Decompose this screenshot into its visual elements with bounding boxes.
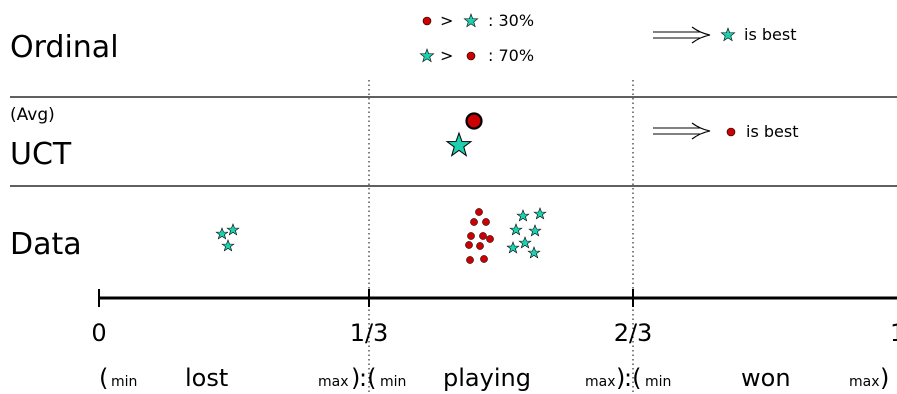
interval-min: min xyxy=(380,374,406,390)
interval-name: lost xyxy=(185,364,228,392)
circle-data-point xyxy=(479,232,487,240)
row-label-uct: UCT xyxy=(10,137,72,172)
star-data-point xyxy=(506,241,520,254)
star-data-point xyxy=(226,223,240,236)
interval-name: playing xyxy=(443,364,531,392)
star-data-point xyxy=(528,224,542,237)
interval-lost: ( min lost max ) xyxy=(99,364,360,392)
uct-conclusion: is best xyxy=(653,122,798,141)
implies-arrow-icon xyxy=(653,122,711,140)
interval-close: ) xyxy=(351,364,360,392)
star-data-point xyxy=(221,239,235,252)
interval-max: max xyxy=(849,374,880,390)
interval-max: max xyxy=(318,374,349,390)
circle-marker-icon xyxy=(466,51,476,61)
star-data-point xyxy=(518,236,532,249)
ordinal-comparison-1: > : 30% xyxy=(422,11,534,30)
circle-data-point xyxy=(475,208,483,216)
axis-tick-label: 2/3 xyxy=(614,319,653,347)
interval-max: max xyxy=(585,374,616,390)
comparison-percent: : 70% xyxy=(488,46,534,65)
axis-tick-label: 1 xyxy=(890,319,897,347)
row-label-data: Data xyxy=(10,227,82,262)
comparison-percent: : 30% xyxy=(488,11,534,30)
uct-circle-average-marker xyxy=(465,112,483,130)
star-data-point xyxy=(527,246,541,259)
uct-star-average-marker xyxy=(445,131,473,157)
row-label-ordinal: Ordinal xyxy=(10,30,119,65)
circle-data-point xyxy=(486,235,494,243)
circle-marker-icon xyxy=(422,16,432,26)
star-marker-icon xyxy=(419,48,435,63)
data-stars-lost xyxy=(215,223,240,252)
star-data-point xyxy=(516,209,530,222)
circle-data-point xyxy=(465,241,473,249)
row-sublabel-avg: (Avg) xyxy=(10,105,55,125)
circle-data-point xyxy=(482,218,490,226)
interval-playing: :( min playing max ) xyxy=(359,364,625,392)
star-data-point xyxy=(533,207,547,220)
ordinal-comparison-2: > : 70% xyxy=(419,46,534,65)
circle-data-point xyxy=(467,232,475,240)
interval-won: :( min won max ) xyxy=(624,364,889,392)
star-marker-icon xyxy=(463,13,479,28)
interval-name: won xyxy=(741,364,791,392)
interval-min: min xyxy=(111,374,137,390)
interval-min: min xyxy=(645,374,671,390)
interval-open: :( xyxy=(624,364,641,392)
interval-open: ( xyxy=(99,364,108,392)
circle-data-point xyxy=(476,242,484,250)
axis-tick-label: 0 xyxy=(91,319,106,347)
interval-close: ) xyxy=(880,364,889,392)
conclusion-text: is best xyxy=(746,122,798,141)
circle-data-point xyxy=(470,218,478,226)
implies-arrow-icon xyxy=(653,26,711,44)
axis-tick-label: 1/3 xyxy=(350,319,389,347)
comparison-operator: > xyxy=(440,46,453,65)
star-data-point xyxy=(215,227,229,240)
ordinal-conclusion: is best xyxy=(653,25,796,44)
circle-data-point xyxy=(466,256,474,264)
data-circles-playing xyxy=(465,208,494,264)
conclusion-text: is best xyxy=(744,25,796,44)
interval-close: ) xyxy=(616,364,625,392)
interval-open: :( xyxy=(359,364,376,392)
comparison-operator: > xyxy=(440,11,453,30)
star-marker-icon xyxy=(720,27,736,42)
circle-data-point xyxy=(480,255,488,263)
data-stars-playing xyxy=(506,207,547,259)
star-data-point xyxy=(509,223,523,236)
circle-marker-icon xyxy=(726,127,736,137)
